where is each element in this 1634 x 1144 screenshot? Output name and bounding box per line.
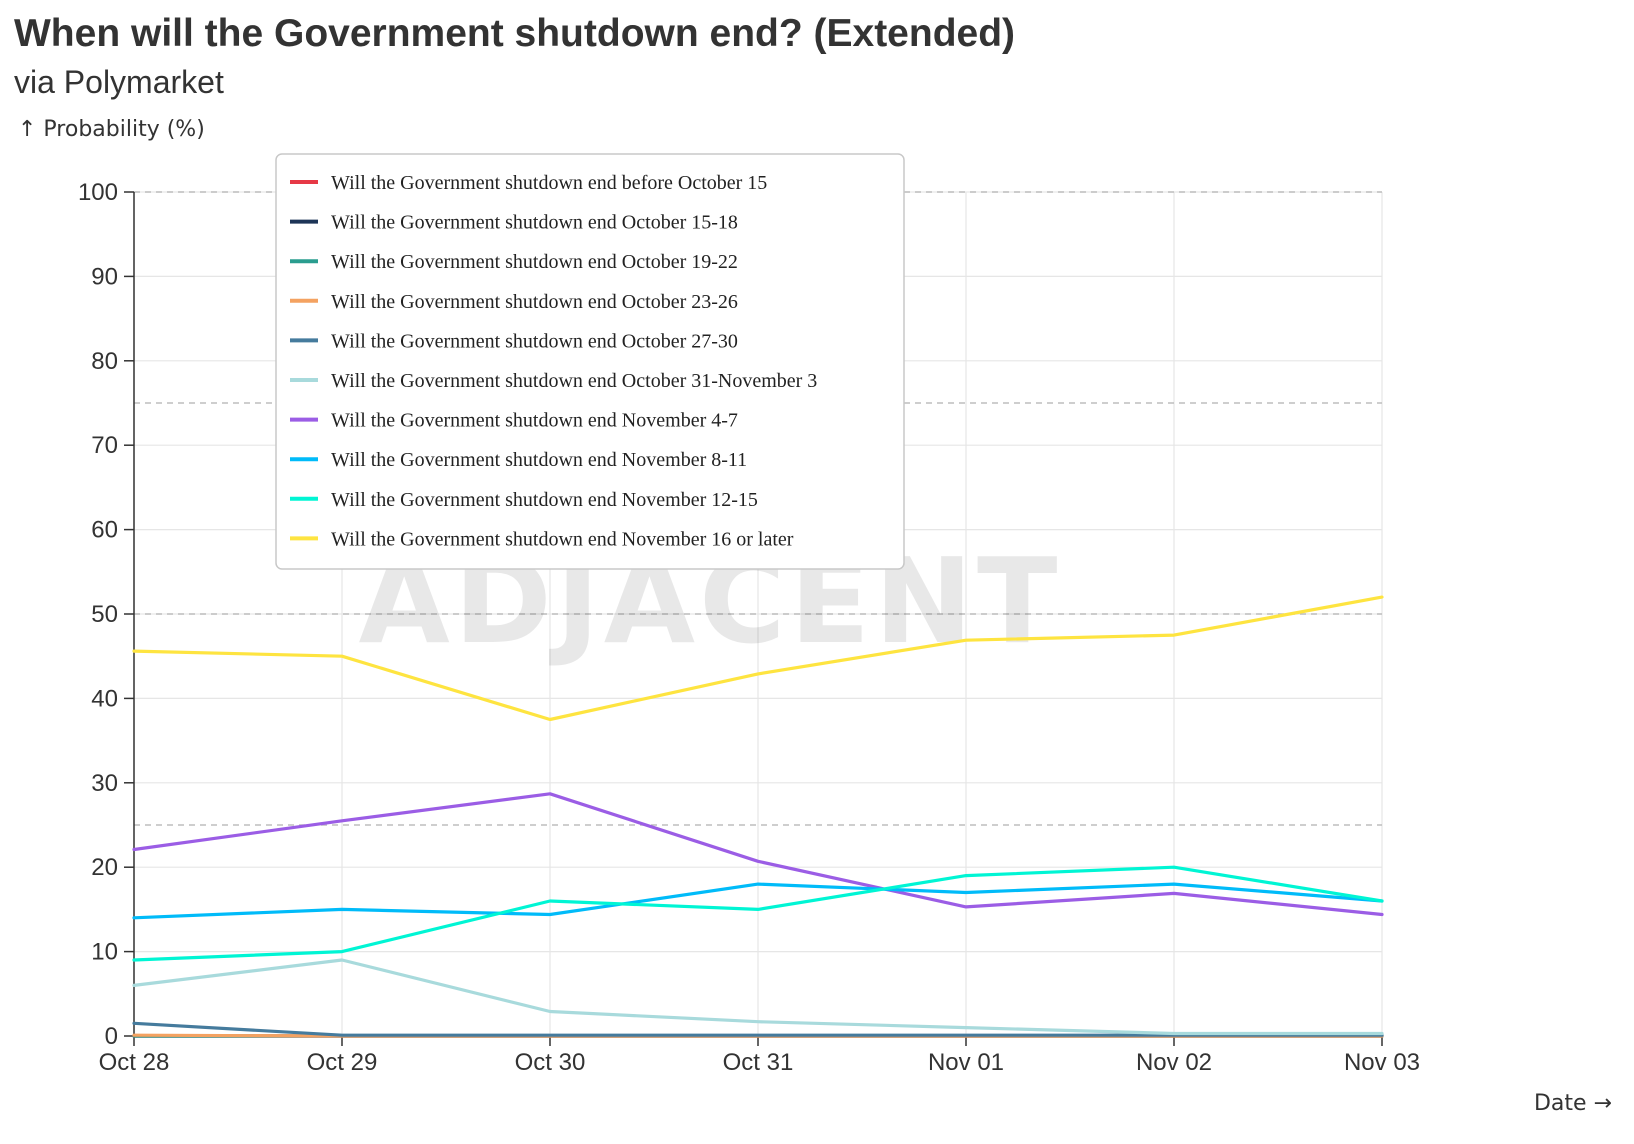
series-line [132,865,1384,962]
series-line [132,1021,1384,1037]
y-tick-label: 40 [91,685,118,712]
series-line [132,595,1384,722]
y-tick-label: 70 [91,432,118,459]
series-line [132,882,1384,920]
y-tick-label: 0 [105,1023,118,1050]
y-tick-label: 30 [91,770,118,797]
y-tick-label: 60 [91,517,118,544]
x-tick-label: Oct 31 [723,1049,794,1076]
y-axis-label: ↑ Probability (%) [18,117,205,142]
x-tick-label: Oct 29 [307,1049,378,1076]
y-tick-label: 20 [91,854,118,881]
y-tick-label: 80 [91,348,118,375]
y-tick-label: 50 [91,601,118,628]
legend-label: Will the Government shutdown end Novembe… [331,528,794,550]
legend-label: Will the Government shutdown end Novembe… [331,410,738,432]
reference-lines [134,191,1382,826]
legend: Will the Government shutdown end before … [275,153,905,570]
y-tick-label: 100 [78,179,118,206]
legend-label: Will the Government shutdown end Novembe… [331,449,747,471]
x-tick-label: Nov 03 [1344,1049,1420,1076]
legend-label: Will the Government shutdown end October… [331,212,738,234]
chart-title: When will the Government shutdown end? (… [14,12,1016,55]
legend-label: Will the Government shutdown end Novembe… [331,489,758,511]
chart-subtitle: via Polymarket [14,64,224,100]
series-line [132,792,1384,917]
legend-label: Will the Government shutdown end October… [331,330,738,352]
x-tick-label: Oct 28 [99,1049,170,1076]
legend-label: Will the Government shutdown end before … [331,172,767,194]
y-tick-label: 90 [91,263,118,290]
y-tick-label: 10 [91,939,118,966]
legend-box [275,153,905,570]
x-axis-label: Date → [1534,1091,1612,1116]
x-tick-label: Nov 02 [1136,1049,1212,1076]
legend-label: Will the Government shutdown end October… [331,251,738,273]
legend-label: Will the Government shutdown end October… [331,370,817,392]
x-tick-label: Nov 01 [928,1049,1004,1076]
legend-label: Will the Government shutdown end October… [331,291,738,313]
x-tick-label: Oct 30 [515,1049,586,1076]
series-lines [132,595,1384,1038]
series-line [132,958,1384,1036]
